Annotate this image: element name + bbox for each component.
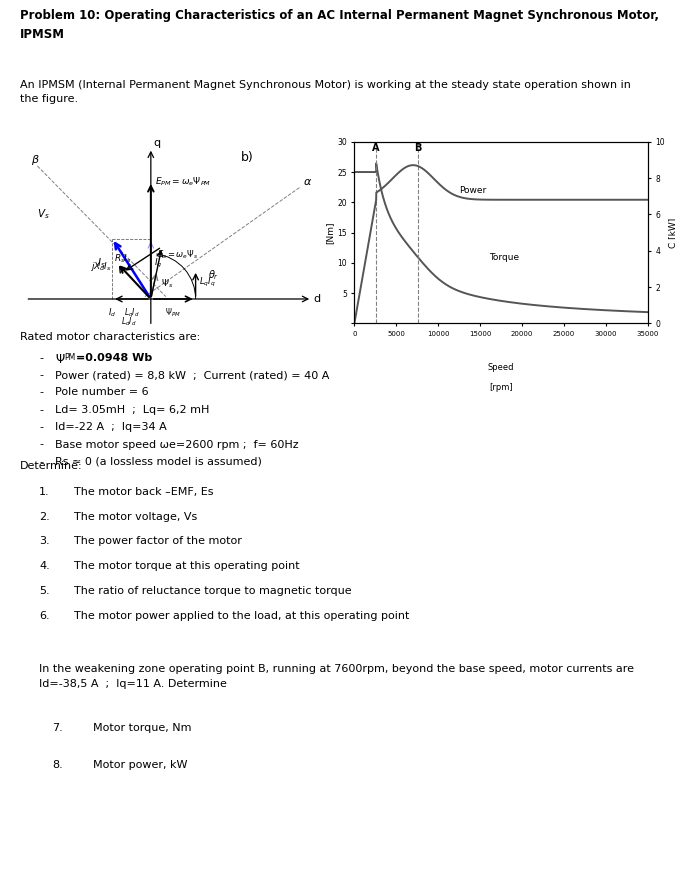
- Y-axis label: C [kW]: C [kW]: [668, 217, 675, 248]
- Text: Pole number = 6: Pole number = 6: [55, 387, 148, 398]
- Text: q: q: [154, 138, 161, 148]
- Text: $E_{PM}=\omega_e\Psi_{PM}$: $E_{PM}=\omega_e\Psi_{PM}$: [155, 175, 211, 188]
- Text: 4.: 4.: [39, 562, 50, 571]
- Y-axis label: [Nm]: [Nm]: [325, 222, 334, 244]
- Text: -: -: [39, 405, 43, 415]
- Text: $\theta_r$: $\theta_r$: [208, 268, 219, 282]
- Text: 6.: 6.: [39, 611, 50, 621]
- Text: The motor back –EMF, Es: The motor back –EMF, Es: [74, 486, 214, 497]
- Text: $\alpha$: $\alpha$: [303, 177, 313, 187]
- Text: $L_qI_q$: $L_qI_q$: [199, 276, 216, 289]
- Text: [rpm]: [rpm]: [489, 384, 513, 392]
- Text: Speed: Speed: [488, 363, 514, 372]
- Text: Rated motor characteristics are:: Rated motor characteristics are:: [20, 332, 200, 342]
- Text: The motor power applied to the load, at this operating point: The motor power applied to the load, at …: [74, 611, 410, 621]
- Text: 3.: 3.: [39, 537, 50, 547]
- Text: 2.: 2.: [39, 511, 50, 522]
- Text: 7.: 7.: [52, 723, 63, 734]
- Text: $I_q$: $I_q$: [154, 257, 162, 270]
- Text: Power (rated) = 8,8 kW  ;  Current (rated) = 40 A: Power (rated) = 8,8 kW ; Current (rated)…: [55, 370, 329, 380]
- Text: Id=-22 A  ;  Iq=34 A: Id=-22 A ; Iq=34 A: [55, 423, 167, 432]
- Text: b): b): [240, 151, 253, 164]
- Text: Motor torque, Nm: Motor torque, Nm: [93, 723, 192, 734]
- Text: The motor torque at this operating point: The motor torque at this operating point: [74, 562, 300, 571]
- Text: The ratio of reluctance torque to magnetic torque: The ratio of reluctance torque to magnet…: [74, 587, 352, 596]
- Text: -: -: [39, 387, 43, 398]
- Text: Ld= 3.05mH  ;  Lq= 6,2 mH: Ld= 3.05mH ; Lq= 6,2 mH: [55, 405, 209, 415]
- Text: $L_dI_d$: $L_dI_d$: [121, 315, 136, 328]
- Text: Power: Power: [459, 185, 487, 195]
- Text: -: -: [39, 353, 43, 362]
- Text: -: -: [39, 370, 43, 380]
- Text: An IPMSM (Internal Permanent Magnet Synchronous Motor) is working at the steady : An IPMSM (Internal Permanent Magnet Sync…: [20, 80, 631, 104]
- Text: PM: PM: [64, 353, 76, 361]
- Text: $I_s$: $I_s$: [97, 256, 106, 269]
- Text: =0.0948 Wb: =0.0948 Wb: [76, 353, 153, 362]
- Text: $\Psi_{PM}$: $\Psi_{PM}$: [165, 307, 181, 320]
- Text: d: d: [313, 294, 321, 304]
- Text: Rs ≈ 0 (a lossless model is assumed): Rs ≈ 0 (a lossless model is assumed): [55, 457, 262, 467]
- Text: Problem 10: Operating Characteristics of an AC Internal Permanent Magnet Synchro: Problem 10: Operating Characteristics of…: [20, 9, 659, 41]
- Text: Base motor speed ωe=2600 rpm ;  f= 60Hz: Base motor speed ωe=2600 rpm ; f= 60Hz: [55, 439, 299, 449]
- Text: -: -: [39, 439, 43, 449]
- Text: Motor power, kW: Motor power, kW: [93, 760, 188, 771]
- Text: Ψ: Ψ: [55, 353, 64, 366]
- Text: A: A: [373, 143, 380, 153]
- Text: $E_s=\omega_e\Psi_s$: $E_s=\omega_e\Psi_s$: [157, 249, 198, 261]
- Text: $jX_dI_s$: $jX_dI_s$: [90, 260, 112, 273]
- Text: The motor voltage, Vs: The motor voltage, Vs: [74, 511, 197, 522]
- Text: 1.: 1.: [39, 486, 50, 497]
- Text: B: B: [414, 143, 422, 153]
- Text: $\beta$: $\beta$: [32, 153, 40, 167]
- Text: $\Psi_s$: $\Psi_s$: [161, 278, 173, 291]
- Text: $R_sI_s$: $R_sI_s$: [114, 253, 132, 265]
- Text: $V_s$: $V_s$: [37, 207, 50, 222]
- Text: The power factor of the motor: The power factor of the motor: [74, 537, 242, 547]
- Text: Determine:: Determine:: [20, 461, 83, 470]
- Text: $I_d$: $I_d$: [108, 307, 116, 320]
- Text: -: -: [39, 423, 43, 432]
- Text: Torque: Torque: [489, 253, 518, 262]
- Text: $L_qI_d$: $L_qI_d$: [124, 307, 139, 321]
- Text: 5.: 5.: [39, 587, 50, 596]
- Text: In the weakening zone operating point B, running at 7600rpm, beyond the base spe: In the weakening zone operating point B,…: [39, 664, 634, 689]
- Text: 8.: 8.: [52, 760, 63, 771]
- Text: -: -: [39, 457, 43, 467]
